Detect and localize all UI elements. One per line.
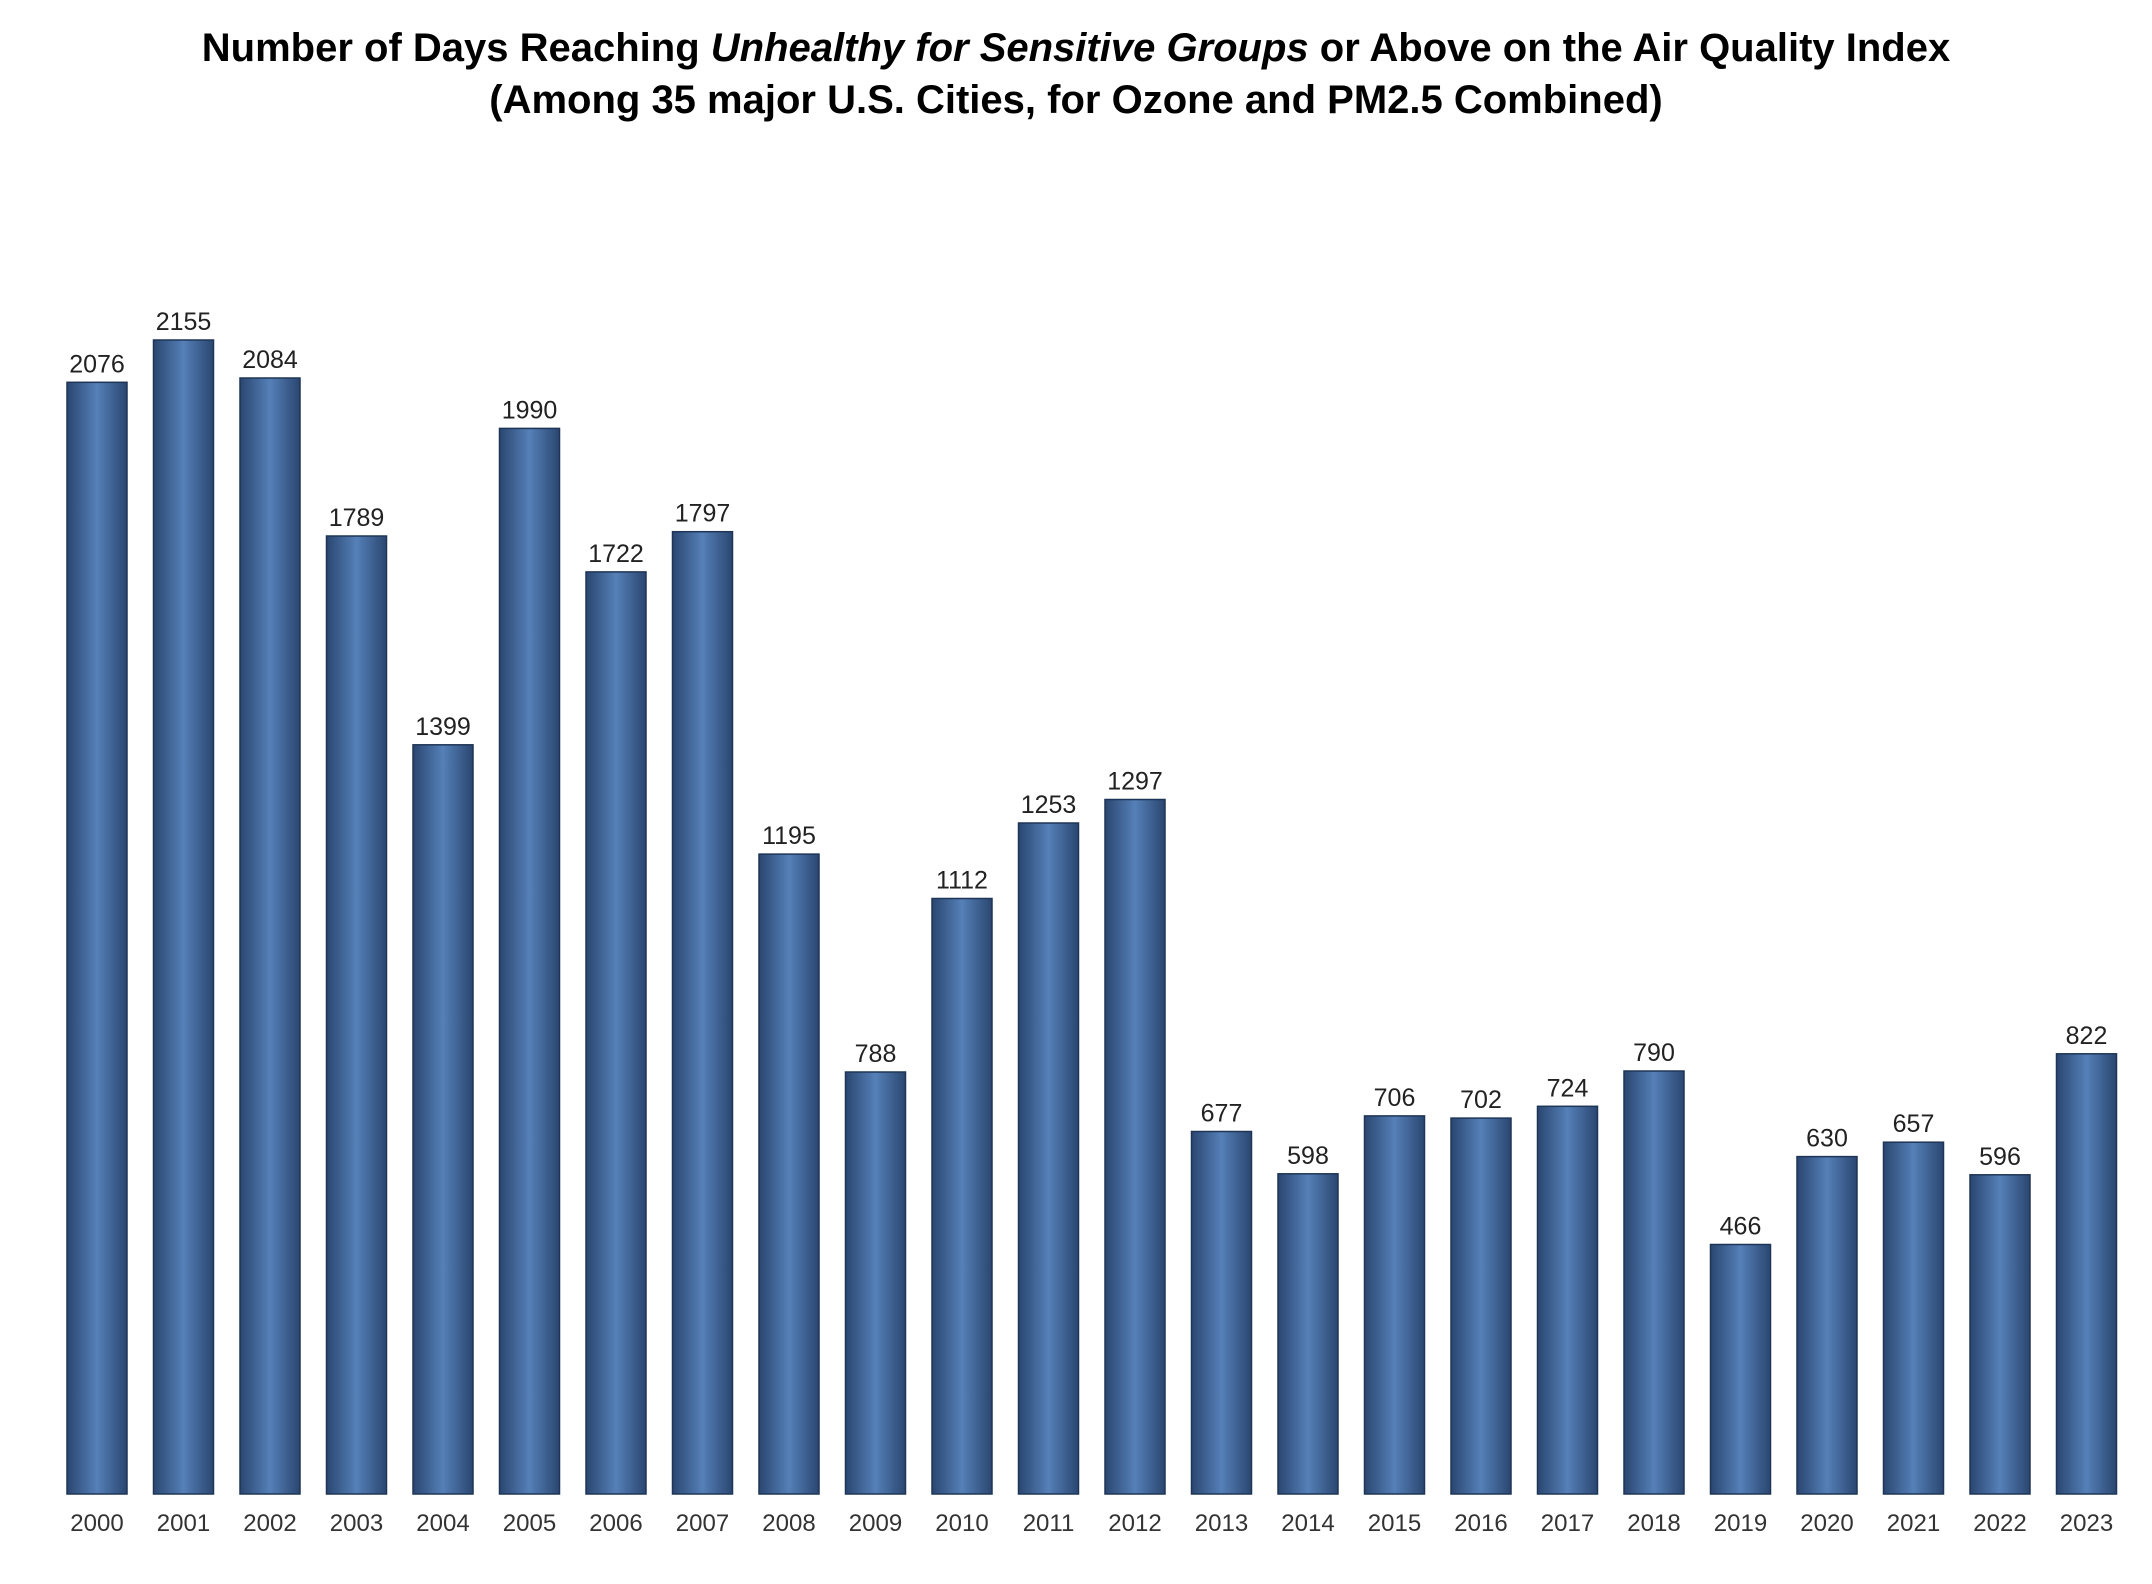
- x-tick-label-2019: 2019: [1714, 1510, 1767, 1537]
- x-tick-label-2009: 2009: [849, 1510, 902, 1537]
- x-tick-label-2010: 2010: [935, 1510, 988, 1537]
- bar-2000: [66, 381, 128, 1495]
- value-label-2023: 822: [2066, 1022, 2108, 1050]
- x-tick-label-2003: 2003: [330, 1510, 383, 1537]
- bar-2023: [2055, 1053, 2118, 1495]
- x-tick-label-2017: 2017: [1541, 1510, 1594, 1537]
- x-tick-label-2006: 2006: [589, 1510, 642, 1537]
- x-tick-label-2008: 2008: [762, 1510, 815, 1537]
- value-label-2008: 1195: [762, 822, 816, 850]
- bar-2002: [239, 377, 301, 1495]
- value-label-2000: 2076: [69, 350, 125, 378]
- x-tick-label-2000: 2000: [70, 1510, 123, 1537]
- bar-2014: [1277, 1173, 1339, 1495]
- x-tick-label-2004: 2004: [416, 1510, 469, 1537]
- bar-2018: [1623, 1070, 1685, 1495]
- x-tick-label-2002: 2002: [243, 1510, 296, 1537]
- x-tick-label-2020: 2020: [1800, 1510, 1853, 1537]
- bar-2011: [1017, 822, 1080, 1495]
- value-label-2005: 1990: [502, 396, 558, 424]
- value-label-2020: 630: [1806, 1125, 1848, 1153]
- bar-2019: [1709, 1243, 1772, 1495]
- value-label-2011: 1253: [1021, 791, 1077, 819]
- bar-2001: [152, 339, 215, 1495]
- x-tick-label-2016: 2016: [1454, 1510, 1507, 1537]
- x-tick-label-2005: 2005: [503, 1510, 556, 1537]
- bar-2008: [758, 853, 820, 1495]
- bar-2010: [931, 897, 993, 1495]
- value-label-2006: 1722: [588, 540, 644, 568]
- bar-2016: [1450, 1117, 1512, 1495]
- bar-2022: [1969, 1174, 2031, 1495]
- x-tick-label-2011: 2011: [1023, 1510, 1075, 1537]
- bar-2009: [844, 1071, 907, 1495]
- value-label-2002: 2084: [242, 346, 298, 374]
- title-text-before: Number of Days Reaching: [201, 26, 711, 70]
- chart-title-line: Number of Days Reaching Unhealthy for Se…: [0, 22, 2152, 74]
- value-label-2017: 724: [1547, 1074, 1589, 1102]
- value-label-2012: 1297: [1107, 768, 1163, 796]
- x-tick-label-2018: 2018: [1627, 1510, 1680, 1537]
- value-label-2019: 466: [1720, 1213, 1762, 1241]
- value-label-2015: 706: [1374, 1084, 1416, 1112]
- value-label-2022: 596: [1979, 1143, 2021, 1171]
- x-tick-label-2023: 2023: [2060, 1510, 2113, 1537]
- bar-2013: [1190, 1130, 1253, 1495]
- value-label-2010: 1112: [936, 867, 988, 895]
- bar-2004: [412, 744, 474, 1495]
- bar-2007: [671, 530, 734, 1495]
- value-label-2007: 1797: [675, 500, 731, 528]
- chart-title: Number of Days Reaching Unhealthy for Se…: [0, 22, 2152, 126]
- bar-2021: [1882, 1141, 1945, 1495]
- value-label-2013: 677: [1201, 1100, 1243, 1128]
- value-label-2021: 657: [1893, 1110, 1935, 1138]
- x-tick-labels-group: 2000 2001 2002 2003 2004 2005 2006 2007 2008 2009…: [70, 1510, 2113, 1537]
- bars-group: [66, 339, 2118, 1495]
- x-tick-label-2015: 2015: [1368, 1510, 1421, 1537]
- value-label-2001: 2155: [156, 308, 212, 336]
- bar-2012: [1104, 798, 1166, 1495]
- x-tick-label-2021: 2021: [1887, 1510, 1940, 1537]
- bar-2006: [585, 571, 647, 1495]
- bar-2020: [1796, 1155, 1858, 1495]
- x-tick-label-2012: 2012: [1108, 1510, 1161, 1537]
- x-tick-label-2007: 2007: [676, 1510, 729, 1537]
- value-label-2004: 1399: [415, 713, 471, 741]
- value-labels-group: 2076 2155 2084 1789 1399 1990 1722 1797 1195 788 1…: [69, 308, 2107, 1241]
- value-label-2014: 598: [1287, 1142, 1329, 1170]
- bar-2005: [498, 427, 561, 1495]
- value-label-2003: 1789: [329, 504, 385, 532]
- bar-2015: [1363, 1115, 1426, 1495]
- x-tick-label-2013: 2013: [1195, 1510, 1248, 1537]
- title-text-italic: Unhealthy for Sensitive Groups: [710, 26, 1309, 70]
- title-text-after: or Above on the Air Quality Index: [1308, 26, 1951, 70]
- value-label-2009: 788: [855, 1040, 897, 1068]
- bar-2017: [1536, 1105, 1599, 1495]
- x-tick-label-2001: 2001: [157, 1510, 210, 1537]
- x-tick-label-2014: 2014: [1281, 1510, 1334, 1537]
- value-label-2016: 702: [1460, 1086, 1502, 1114]
- bar-2003: [325, 535, 388, 1495]
- value-label-2018: 790: [1633, 1039, 1675, 1067]
- x-tick-label-2022: 2022: [1973, 1510, 2026, 1537]
- chart-subtitle: (Among 35 major U.S. Cities, for Ozone a…: [489, 78, 1663, 122]
